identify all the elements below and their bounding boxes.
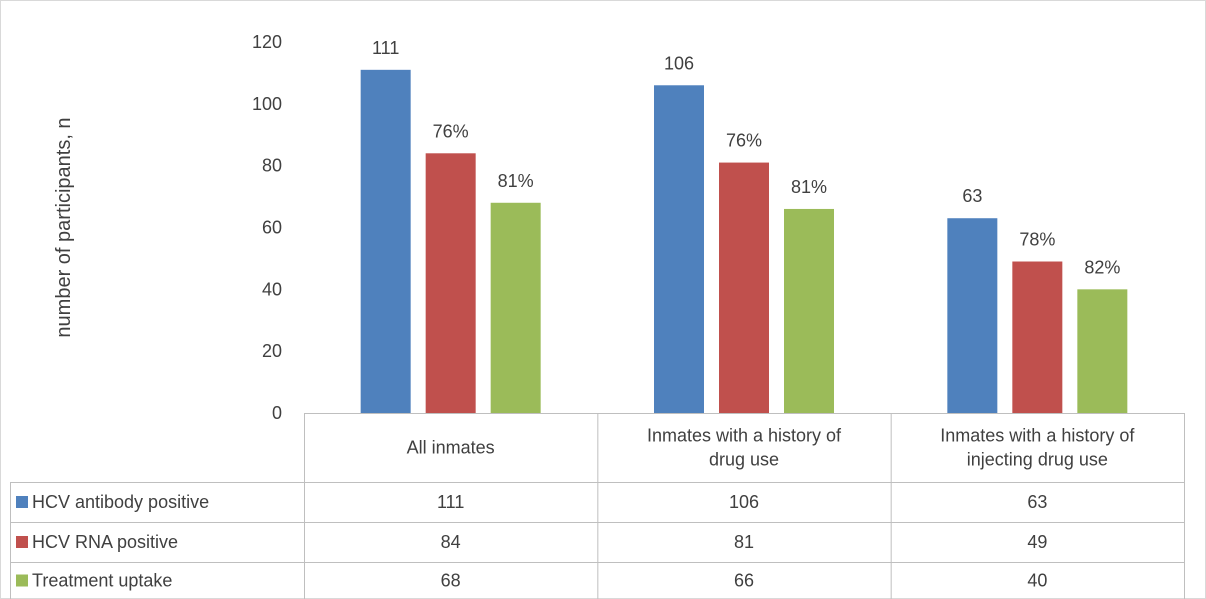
data-labels: 111 106 63 76% 76% 78% 81% 81% 82% — [372, 38, 1120, 278]
y-tick-label: 40 — [262, 279, 282, 299]
table-cell: 106 — [729, 492, 759, 512]
table-cell: 40 — [1027, 571, 1047, 591]
bar — [425, 153, 476, 414]
category-label: Inmates with a history of — [940, 426, 1135, 446]
category-label: Inmates with a history of — [647, 426, 842, 446]
y-tick-label: 20 — [262, 341, 282, 361]
data-label: 76% — [433, 121, 469, 141]
table-cell: 66 — [734, 571, 754, 591]
legend-swatch — [16, 574, 28, 587]
table-cell: 49 — [1027, 532, 1047, 552]
data-label: 111 — [372, 38, 399, 58]
bar — [1077, 289, 1128, 413]
y-axis: 0 20 40 60 80 100 120 — [252, 32, 282, 423]
bar — [784, 208, 834, 413]
legend-label: HCV antibody positive — [32, 492, 209, 512]
table-cell: 111 — [437, 492, 464, 512]
y-tick-label: 60 — [262, 218, 282, 238]
data-label: 76% — [726, 131, 762, 151]
data-label: 106 — [664, 53, 694, 73]
legend-label: HCV RNA positive — [32, 532, 178, 552]
legend-swatch — [16, 536, 28, 548]
category-label: drug use — [709, 450, 779, 470]
data-label: 63 — [962, 186, 982, 206]
table-cell: 68 — [441, 571, 461, 591]
data-label: 78% — [1019, 230, 1055, 250]
y-tick-label: 0 — [272, 403, 282, 423]
data-table: All inmates Inmates with a history of drug… — [10, 413, 1185, 599]
bars — [360, 69, 1128, 414]
data-label: 82% — [1084, 257, 1120, 277]
bar — [1012, 261, 1063, 413]
data-label: 81% — [498, 171, 534, 191]
table-cell: 63 — [1027, 492, 1047, 512]
y-axis-title: number of participants, n — [53, 117, 75, 337]
category-label: injecting drug use — [967, 450, 1108, 470]
data-label: 81% — [791, 177, 827, 197]
y-tick-label: 100 — [252, 94, 282, 114]
bar — [490, 202, 541, 413]
bar — [719, 162, 769, 413]
bar — [947, 218, 998, 413]
table-cell: 81 — [734, 532, 754, 552]
table-cell: 84 — [441, 532, 461, 552]
y-tick-label: 120 — [252, 32, 282, 52]
category-label: All inmates — [407, 438, 495, 458]
bar — [360, 69, 411, 413]
y-tick-label: 80 — [262, 156, 282, 176]
legend-swatch — [16, 496, 28, 508]
legend-label: Treatment uptake — [32, 571, 172, 591]
bar — [654, 85, 704, 414]
